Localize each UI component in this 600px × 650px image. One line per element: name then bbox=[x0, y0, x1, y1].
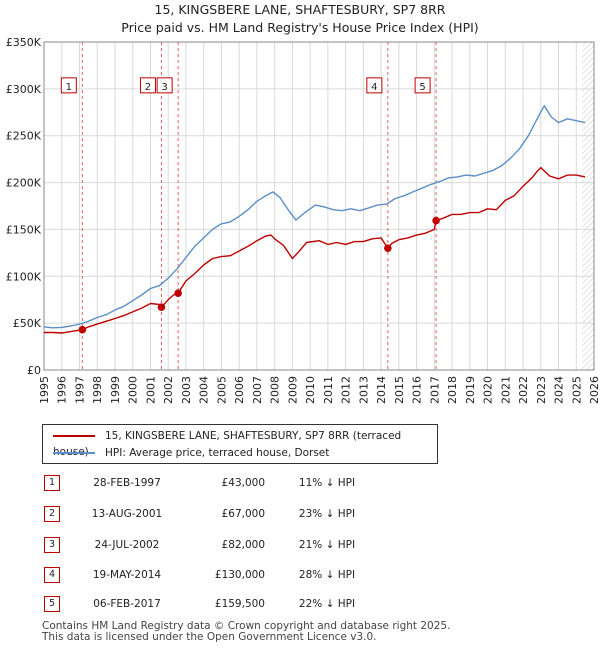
transaction-hpi-diff: 21% ↓ HPI bbox=[298, 539, 356, 551]
x-tick-label: 1997 bbox=[73, 376, 86, 404]
x-tick-label: 2014 bbox=[375, 376, 388, 404]
x-tick-label: 1999 bbox=[109, 376, 122, 404]
x-tick-label: 2025 bbox=[570, 376, 583, 404]
table-row: 1 28-FEB-1997 £43,000 11% ↓ HPI bbox=[42, 473, 582, 493]
hpi-series-line bbox=[43, 105, 586, 329]
table-row: 2 13-AUG-2001 £67,000 23% ↓ HPI bbox=[42, 504, 582, 524]
transaction-date: 13-AUG-2001 bbox=[91, 508, 163, 520]
y-tick-label: £300K bbox=[6, 83, 42, 96]
transaction-date: 06-FEB-2017 bbox=[93, 598, 161, 610]
chart-title: 15, KINGSBERE LANE, SHAFTESBURY, SP7 8RR bbox=[154, 2, 446, 17]
forecast-region bbox=[582, 42, 594, 370]
x-tick-label: 2004 bbox=[198, 376, 211, 404]
x-tick-label: 2009 bbox=[286, 376, 299, 404]
x-tick-label: 2005 bbox=[215, 376, 228, 404]
transaction-number-badge: 4 bbox=[44, 567, 60, 583]
transaction-number-badge: 1 bbox=[44, 475, 60, 491]
price-paid-series-line bbox=[44, 166, 586, 334]
transaction-date: 19-MAY-2014 bbox=[92, 569, 162, 581]
x-tick-label: 2023 bbox=[535, 376, 548, 404]
transaction-price: £43,000 bbox=[221, 477, 265, 489]
event-number-box bbox=[156, 77, 173, 94]
x-tick-label: 2017 bbox=[428, 376, 441, 404]
attribution-line-2: This data is licensed under the Open Gov… bbox=[42, 631, 377, 643]
attribution-footer: Contains HM Land Registry data © Crown c… bbox=[42, 621, 450, 643]
x-tick-label: 2021 bbox=[499, 376, 512, 404]
y-tick-label: £0 bbox=[27, 364, 41, 377]
attribution-line-1: Contains HM Land Registry data © Crown c… bbox=[42, 620, 451, 632]
y-tick-label: £350K bbox=[6, 36, 42, 49]
sale-point-marker bbox=[174, 289, 182, 297]
transaction-price: £159,500 bbox=[214, 598, 265, 610]
x-tick-label: 1996 bbox=[56, 376, 69, 404]
transaction-date: 28-FEB-1997 bbox=[93, 477, 161, 489]
event-number-box bbox=[414, 77, 431, 94]
transaction-date: 24-JUL-2002 bbox=[94, 539, 160, 551]
y-tick-label: £150K bbox=[6, 223, 42, 236]
x-tick-label: 2026 bbox=[588, 376, 600, 404]
table-row: 3 24-JUL-2002 £82,000 21% ↓ HPI bbox=[42, 535, 582, 555]
x-tick-label: 2011 bbox=[322, 376, 335, 404]
x-tick-label: 2003 bbox=[180, 376, 193, 404]
x-tick-label: 2010 bbox=[304, 376, 317, 404]
event-number-box bbox=[139, 77, 156, 94]
transaction-price: £82,000 bbox=[221, 539, 265, 551]
x-tick-label: 2018 bbox=[446, 376, 459, 404]
x-tick-label: 2007 bbox=[251, 376, 264, 404]
x-tick-label: 2002 bbox=[162, 376, 175, 404]
legend-item-price: 15, KINGSBERE LANE, SHAFTESBURY, SP7 8RR… bbox=[53, 428, 437, 458]
x-tick-label: 2019 bbox=[464, 376, 477, 404]
legend-label-hpi: HPI: Average price, terraced house, Dors… bbox=[105, 447, 330, 459]
table-row: 4 19-MAY-2014 £130,000 28% ↓ HPI bbox=[42, 565, 582, 585]
y-tick-label: £100K bbox=[6, 270, 42, 283]
x-tick-label: 2022 bbox=[517, 376, 530, 404]
plot-frame bbox=[43, 41, 595, 371]
legend-swatch-price bbox=[53, 435, 95, 437]
sale-point-marker bbox=[78, 325, 87, 334]
transaction-hpi-diff: 28% ↓ HPI bbox=[298, 569, 356, 581]
x-tick-label: 2008 bbox=[269, 376, 282, 404]
event-number-box bbox=[60, 77, 77, 94]
x-tick-label: 2015 bbox=[393, 376, 406, 404]
transaction-hpi-diff: 11% ↓ HPI bbox=[298, 477, 356, 489]
x-tick-label: 2001 bbox=[144, 376, 157, 404]
transaction-number-badge: 5 bbox=[44, 596, 60, 612]
price-chart: 1995 1996 1997 1998 1999 2000 2001 2002 2003 2004… bbox=[6, 36, 600, 404]
transaction-price: £130,000 bbox=[214, 569, 265, 581]
y-tick-label: £200K bbox=[6, 177, 42, 190]
event-number-label: 5 bbox=[419, 82, 425, 93]
table-row: 5 06-FEB-2017 £159,500 22% ↓ HPI bbox=[42, 594, 582, 614]
transaction-number-badge: 3 bbox=[44, 537, 60, 553]
event-number-box bbox=[366, 77, 383, 94]
transaction-hpi-diff: 23% ↓ HPI bbox=[298, 508, 356, 520]
event-number-label: 2 bbox=[145, 82, 151, 93]
sale-point-marker bbox=[384, 244, 392, 252]
event-number-label: 4 bbox=[371, 82, 377, 93]
x-tick-label: 2000 bbox=[127, 376, 140, 404]
legend-swatch-hpi bbox=[53, 452, 95, 454]
y-tick-label: £250K bbox=[6, 130, 42, 143]
sale-point-marker bbox=[432, 216, 440, 225]
x-tick-label: 2012 bbox=[340, 376, 353, 404]
event-number-label: 1 bbox=[66, 82, 72, 93]
legend-item-hpi: HPI: Average price, terraced house, Dors… bbox=[53, 445, 329, 461]
sale-point-marker bbox=[157, 303, 166, 312]
x-tick-label: 2016 bbox=[411, 376, 424, 404]
event-number-label: 3 bbox=[161, 82, 167, 93]
x-tick-label: 1995 bbox=[38, 376, 51, 404]
x-tick-label: 2020 bbox=[482, 376, 495, 404]
chart-legend: 15, KINGSBERE LANE, SHAFTESBURY, SP7 8RR… bbox=[42, 424, 438, 464]
transaction-hpi-diff: 22% ↓ HPI bbox=[298, 598, 356, 610]
transaction-number-badge: 2 bbox=[44, 506, 60, 522]
y-tick-label: £50K bbox=[13, 317, 42, 330]
x-tick-label: 2006 bbox=[233, 376, 246, 404]
chart-subtitle: Price paid vs. HM Land Registry's House … bbox=[121, 20, 479, 35]
x-tick-label: 1998 bbox=[91, 376, 104, 404]
x-tick-label: 2013 bbox=[357, 376, 370, 404]
transaction-price: £67,000 bbox=[221, 508, 265, 520]
x-tick-label: 2024 bbox=[553, 376, 566, 404]
